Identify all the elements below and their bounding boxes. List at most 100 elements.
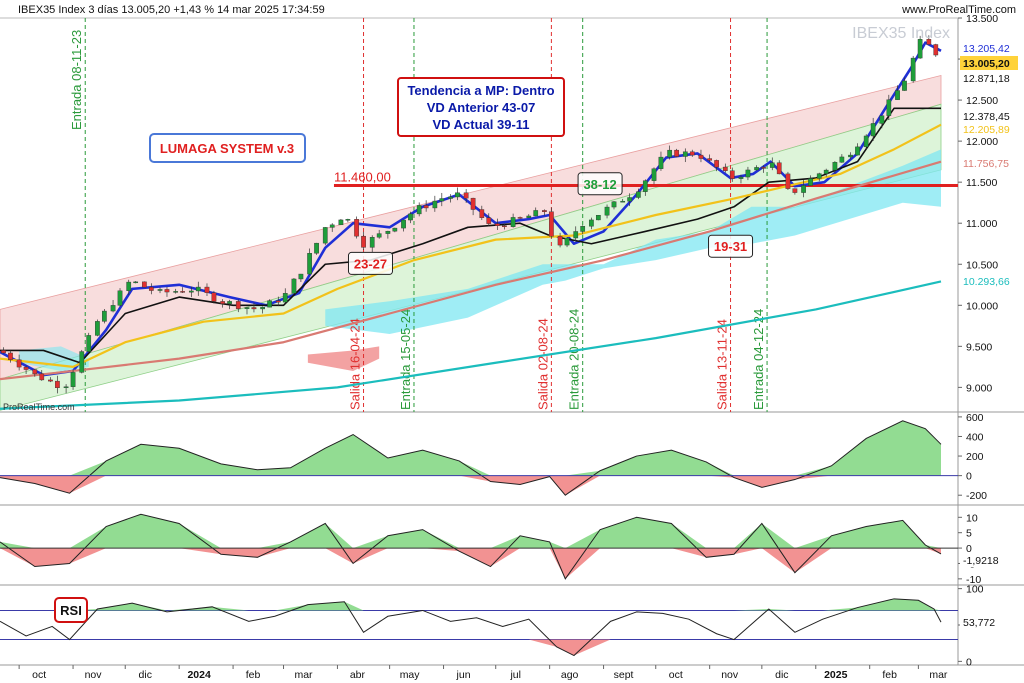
trend-box-line: VD Anterior 43-07 bbox=[427, 100, 536, 115]
ma-line-cyan-ma bbox=[0, 280, 942, 410]
x-axis-label: ago bbox=[561, 669, 579, 681]
candle-body bbox=[745, 169, 751, 178]
osc2-axis-label: -10 bbox=[966, 574, 981, 586]
candle-body bbox=[117, 290, 123, 306]
candle-body bbox=[220, 301, 225, 304]
candle-body bbox=[470, 197, 476, 210]
candle-body bbox=[533, 210, 539, 217]
x-axis-label: 2024 bbox=[187, 669, 211, 681]
price-tag-box bbox=[960, 109, 1018, 123]
candle-body bbox=[148, 286, 154, 291]
candle-body bbox=[573, 231, 579, 239]
candle-body bbox=[714, 160, 719, 168]
candle-body bbox=[361, 235, 366, 248]
osc1-axis-label: 600 bbox=[966, 412, 984, 424]
candle-body bbox=[627, 197, 633, 202]
rsi-panel: RSI bbox=[0, 597, 958, 657]
osc2-axis-label: 0 bbox=[966, 543, 972, 555]
ichimoku-cloud bbox=[325, 149, 942, 335]
candle-body bbox=[126, 281, 132, 291]
candle-body bbox=[769, 162, 775, 168]
candle-body bbox=[423, 205, 429, 209]
x-axis-label: nov bbox=[85, 669, 103, 681]
osc1-line bbox=[0, 420, 942, 496]
candle-body bbox=[275, 300, 281, 303]
candle-body bbox=[823, 169, 829, 174]
candle-body bbox=[510, 217, 516, 227]
candle-body bbox=[298, 273, 304, 280]
candle-body bbox=[486, 217, 492, 224]
candle-body bbox=[102, 310, 107, 322]
signal-callout-box bbox=[347, 251, 393, 275]
rsi-title: RSI bbox=[60, 603, 82, 618]
osc2-positive-area bbox=[0, 514, 941, 549]
x-axis-label: 2025 bbox=[824, 669, 848, 681]
signal-label-salida: Salida 16-04-24 bbox=[348, 318, 363, 410]
chart-watermark: IBEX35 Index bbox=[852, 25, 950, 42]
candle-body bbox=[307, 253, 312, 275]
system-label-box bbox=[149, 133, 306, 163]
candle-body bbox=[416, 205, 422, 215]
signal-label-entrada: Entrada 08-11-23 bbox=[69, 30, 84, 130]
price-tag-label: 12.378,45 bbox=[963, 111, 1010, 123]
candle-body bbox=[564, 237, 570, 246]
candle-body bbox=[801, 185, 806, 193]
signal-callout-box bbox=[577, 172, 623, 196]
candle-body bbox=[698, 154, 704, 159]
ichimoku-cloud-bearish bbox=[307, 346, 380, 371]
ma-line-black-ma bbox=[0, 107, 941, 364]
candle-body bbox=[338, 219, 344, 226]
x-axis-label: abr bbox=[350, 669, 366, 681]
candle-body bbox=[549, 211, 554, 237]
candle-body bbox=[235, 301, 241, 309]
x-axis-label: may bbox=[400, 669, 421, 681]
candle-body bbox=[580, 226, 586, 232]
support-line-label: 11.460,00 bbox=[334, 169, 391, 184]
candle-body bbox=[95, 321, 100, 336]
candle-body bbox=[917, 39, 923, 59]
candle-body bbox=[188, 290, 194, 293]
candle-body bbox=[314, 242, 319, 254]
candle-body bbox=[682, 151, 688, 157]
rsi-overbought-area bbox=[0, 598, 941, 611]
candle-body bbox=[855, 146, 860, 156]
candle-body bbox=[157, 289, 163, 291]
candle-body bbox=[761, 167, 766, 169]
candle-body bbox=[495, 223, 500, 226]
signal-callout-box bbox=[708, 234, 754, 258]
osc1-positive-area bbox=[0, 420, 941, 476]
trend-box-line: Tendencia a MP: Dentro bbox=[407, 83, 554, 98]
price-tag-label: 13.205,42 bbox=[963, 43, 1010, 55]
system-label: LUMAGA SYSTEM v.3 bbox=[160, 141, 294, 156]
osc2-line bbox=[0, 513, 942, 580]
candle-body bbox=[589, 219, 594, 227]
price-tag-box bbox=[960, 156, 1018, 170]
rsi-title-box bbox=[54, 597, 88, 623]
price-tag-box bbox=[960, 122, 1018, 136]
candle-body bbox=[267, 300, 272, 308]
rsi-last-value: 53,772 bbox=[963, 617, 995, 629]
chart-header-title: IBEX35 Index 3 días 13.005,20 +1,43 % 14… bbox=[18, 4, 325, 16]
x-axis-label: mar bbox=[929, 669, 948, 681]
price-panel: Entrada 08-11-23 Salida 16-04-24 Entrada 1… bbox=[0, 18, 958, 412]
candle-body bbox=[604, 206, 610, 216]
brand-link[interactable]: www.ProRealTime.com bbox=[901, 4, 1016, 16]
x-axis-label: dic bbox=[775, 669, 788, 681]
price-axis-label: 10.500 bbox=[966, 259, 998, 271]
signal-label-entrada: Entrada 04-12-24 bbox=[751, 309, 766, 410]
price-tag-box bbox=[960, 71, 1018, 85]
candle-body bbox=[526, 215, 532, 218]
candle-body bbox=[173, 291, 179, 293]
candle-body bbox=[86, 335, 92, 352]
signal-label-entrada: Entrada 20-08-24 bbox=[567, 309, 582, 410]
candle-body bbox=[870, 123, 876, 137]
price-axis-label: 12.000 bbox=[966, 136, 998, 148]
x-axis-label: jul bbox=[509, 669, 521, 681]
candle-body bbox=[110, 305, 116, 312]
candle-body bbox=[642, 180, 648, 192]
candle-body bbox=[455, 192, 460, 198]
candle-body bbox=[70, 372, 76, 387]
rsi-last-value-box bbox=[960, 615, 1006, 629]
candle-body bbox=[926, 39, 932, 45]
